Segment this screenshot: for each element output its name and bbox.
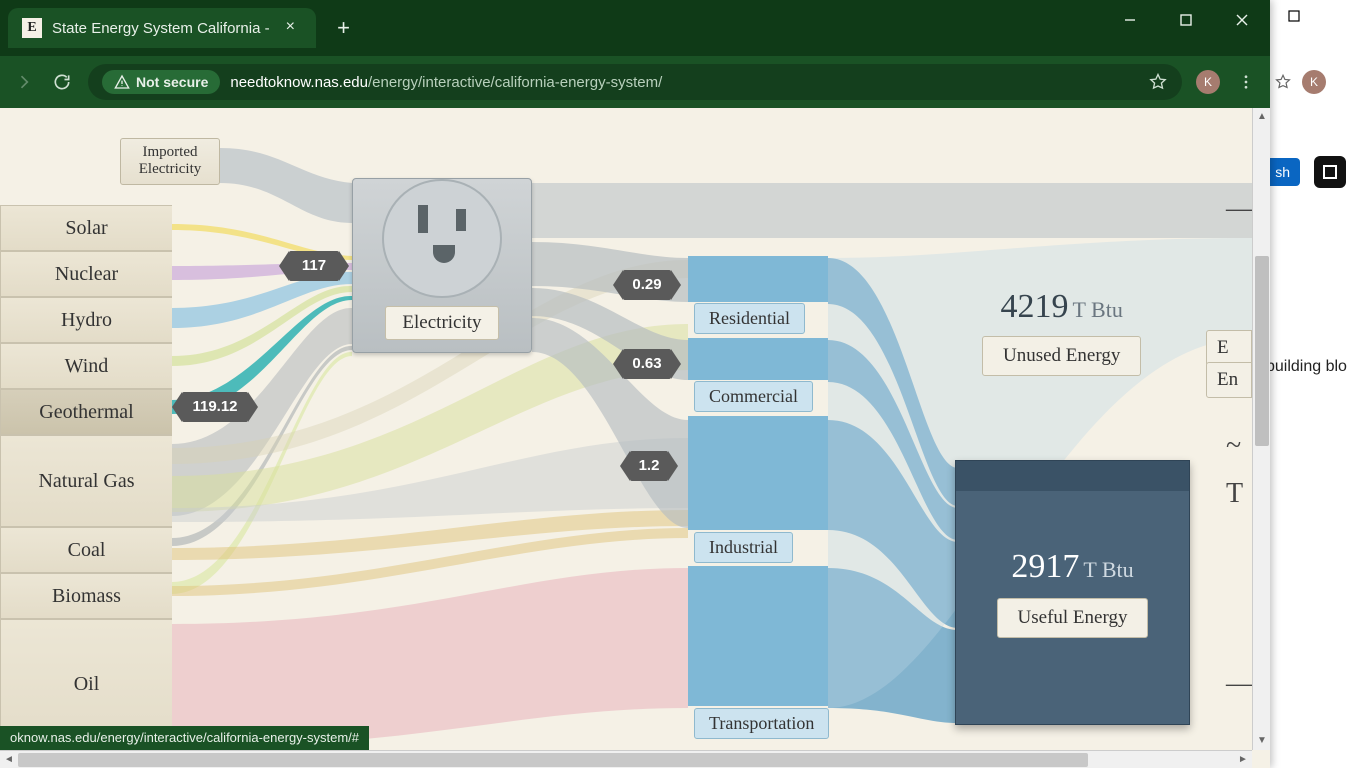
scroll-right-button[interactable]: ►: [1234, 751, 1252, 768]
sankey-flow: [220, 148, 352, 223]
tab-close-icon[interactable]: ×: [286, 20, 302, 36]
outer-profile-avatar[interactable]: K: [1302, 70, 1326, 94]
url-text: needtoknow.nas.edu/energy/interactive/ca…: [230, 74, 662, 91]
browser-toolbar: Not secure needtoknow.nas.edu/energy/int…: [0, 56, 1270, 108]
useful-energy-box[interactable]: 2917 T Btu Useful Energy: [955, 460, 1190, 725]
page-content: SolarNuclearHydroWindGeothermalNatural G…: [0, 108, 1270, 768]
flow-value-tag: 117: [289, 251, 339, 281]
outer-toolbar: K: [1270, 56, 1366, 108]
vertical-scrollbar[interactable]: ▲ ▼: [1252, 108, 1270, 750]
scroll-left-button[interactable]: ◄: [0, 751, 18, 768]
outer-window-controls: [1270, 0, 1366, 56]
sector-block-commercial: [688, 338, 828, 380]
outer-body-text: building blo: [1266, 358, 1347, 376]
browser-window: E State Energy System California - × + N…: [0, 0, 1270, 768]
address-bar[interactable]: Not secure needtoknow.nas.edu/energy/int…: [88, 64, 1182, 100]
security-chip[interactable]: Not secure: [102, 70, 220, 94]
sector-block-residential: [688, 256, 828, 302]
warning-icon: [114, 74, 130, 90]
sector-commercial[interactable]: Commercial: [694, 381, 813, 412]
favicon: E: [22, 18, 42, 38]
flow-value-tag: 0.29: [623, 270, 671, 300]
outer-page-content: sh building blo: [1270, 120, 1366, 768]
imported-line2: Electricity: [139, 161, 201, 177]
side-glyph: ~: [1226, 430, 1241, 462]
close-window-button[interactable]: [1214, 0, 1270, 40]
minimize-button[interactable]: [1102, 0, 1158, 40]
source-coal[interactable]: Coal: [0, 527, 172, 573]
outer-panel-button[interactable]: [1314, 156, 1346, 188]
vscroll-thumb[interactable]: [1255, 256, 1269, 446]
reload-button[interactable]: [50, 70, 74, 94]
unused-value: 4219: [1001, 288, 1069, 325]
scroll-up-button[interactable]: ▲: [1253, 108, 1270, 126]
unused-energy-summary: 4219 T Btu Unused Energy: [982, 288, 1141, 376]
electricity-node[interactable]: Electricity: [352, 178, 532, 353]
sector-industrial[interactable]: Industrial: [694, 532, 793, 563]
side-glyph: T: [1226, 478, 1243, 510]
forward-button: [12, 70, 36, 94]
offscreen-label[interactable]: En: [1206, 362, 1252, 398]
source-natural-gas[interactable]: Natural Gas: [0, 435, 172, 527]
source-geothermal[interactable]: Geothermal: [0, 389, 172, 435]
sector-transportation[interactable]: Transportation: [694, 708, 829, 739]
outer-star-icon[interactable]: [1274, 73, 1292, 91]
titlebar: E State Energy System California - × +: [0, 0, 1270, 56]
source-nuclear[interactable]: Nuclear: [0, 251, 172, 297]
unused-unit: T Btu: [1073, 297, 1123, 322]
url-host: needtoknow.nas.edu: [230, 74, 368, 91]
profile-avatar[interactable]: K: [1196, 70, 1220, 94]
source-wind[interactable]: Wind: [0, 343, 172, 389]
sector-block-industrial: [688, 416, 828, 530]
bookmark-star-icon[interactable]: [1148, 72, 1168, 92]
hscroll-thumb[interactable]: [18, 753, 1088, 767]
maximize-button[interactable]: [1158, 0, 1214, 40]
status-bar: oknow.nas.edu/energy/interactive/califor…: [0, 726, 369, 750]
vscroll-track[interactable]: [1253, 126, 1270, 732]
source-biomass[interactable]: Biomass: [0, 573, 172, 619]
outlet-icon: [382, 179, 502, 298]
useful-unit: T Btu: [1083, 557, 1133, 582]
sankey-diagram: SolarNuclearHydroWindGeothermalNatural G…: [0, 108, 1252, 750]
source-hydro[interactable]: Hydro: [0, 297, 172, 343]
side-glyph: —: [1226, 193, 1254, 225]
sankey-flow: [532, 183, 1252, 238]
sankey-flow: [172, 568, 688, 748]
flow-value-tag: 119.12: [182, 392, 248, 422]
horizontal-scrollbar[interactable]: ◄ ►: [0, 750, 1252, 768]
scroll-down-button[interactable]: ▼: [1253, 732, 1270, 750]
url-path: /energy/interactive/california-energy-sy…: [368, 74, 662, 91]
sector-block-transportation: [688, 566, 828, 706]
outer-maximize-button[interactable]: [1270, 0, 1318, 32]
new-tab-button[interactable]: +: [328, 12, 360, 44]
imported-electricity-node[interactable]: Imported Electricity: [120, 138, 220, 185]
unused-energy-button[interactable]: Unused Energy: [982, 336, 1141, 376]
useful-value: 2917: [1011, 548, 1079, 585]
side-glyph: —: [1226, 668, 1254, 700]
tab-title: State Energy System California -: [52, 20, 270, 37]
electricity-label: Electricity: [385, 306, 498, 340]
imported-line1: Imported: [143, 144, 198, 160]
browser-menu-button[interactable]: [1234, 70, 1258, 94]
flow-value-tag: 1.2: [630, 451, 668, 481]
flow-value-tag: 0.63: [623, 349, 671, 379]
offscreen-label[interactable]: E: [1206, 330, 1252, 366]
useful-energy-button[interactable]: Useful Energy: [997, 598, 1149, 638]
sector-residential[interactable]: Residential: [694, 303, 805, 334]
security-label: Not secure: [136, 74, 208, 90]
browser-tab[interactable]: E State Energy System California - ×: [8, 8, 316, 48]
source-solar[interactable]: Solar: [0, 205, 172, 251]
outer-share-button[interactable]: sh: [1265, 158, 1300, 186]
hscroll-track[interactable]: [18, 751, 1234, 768]
